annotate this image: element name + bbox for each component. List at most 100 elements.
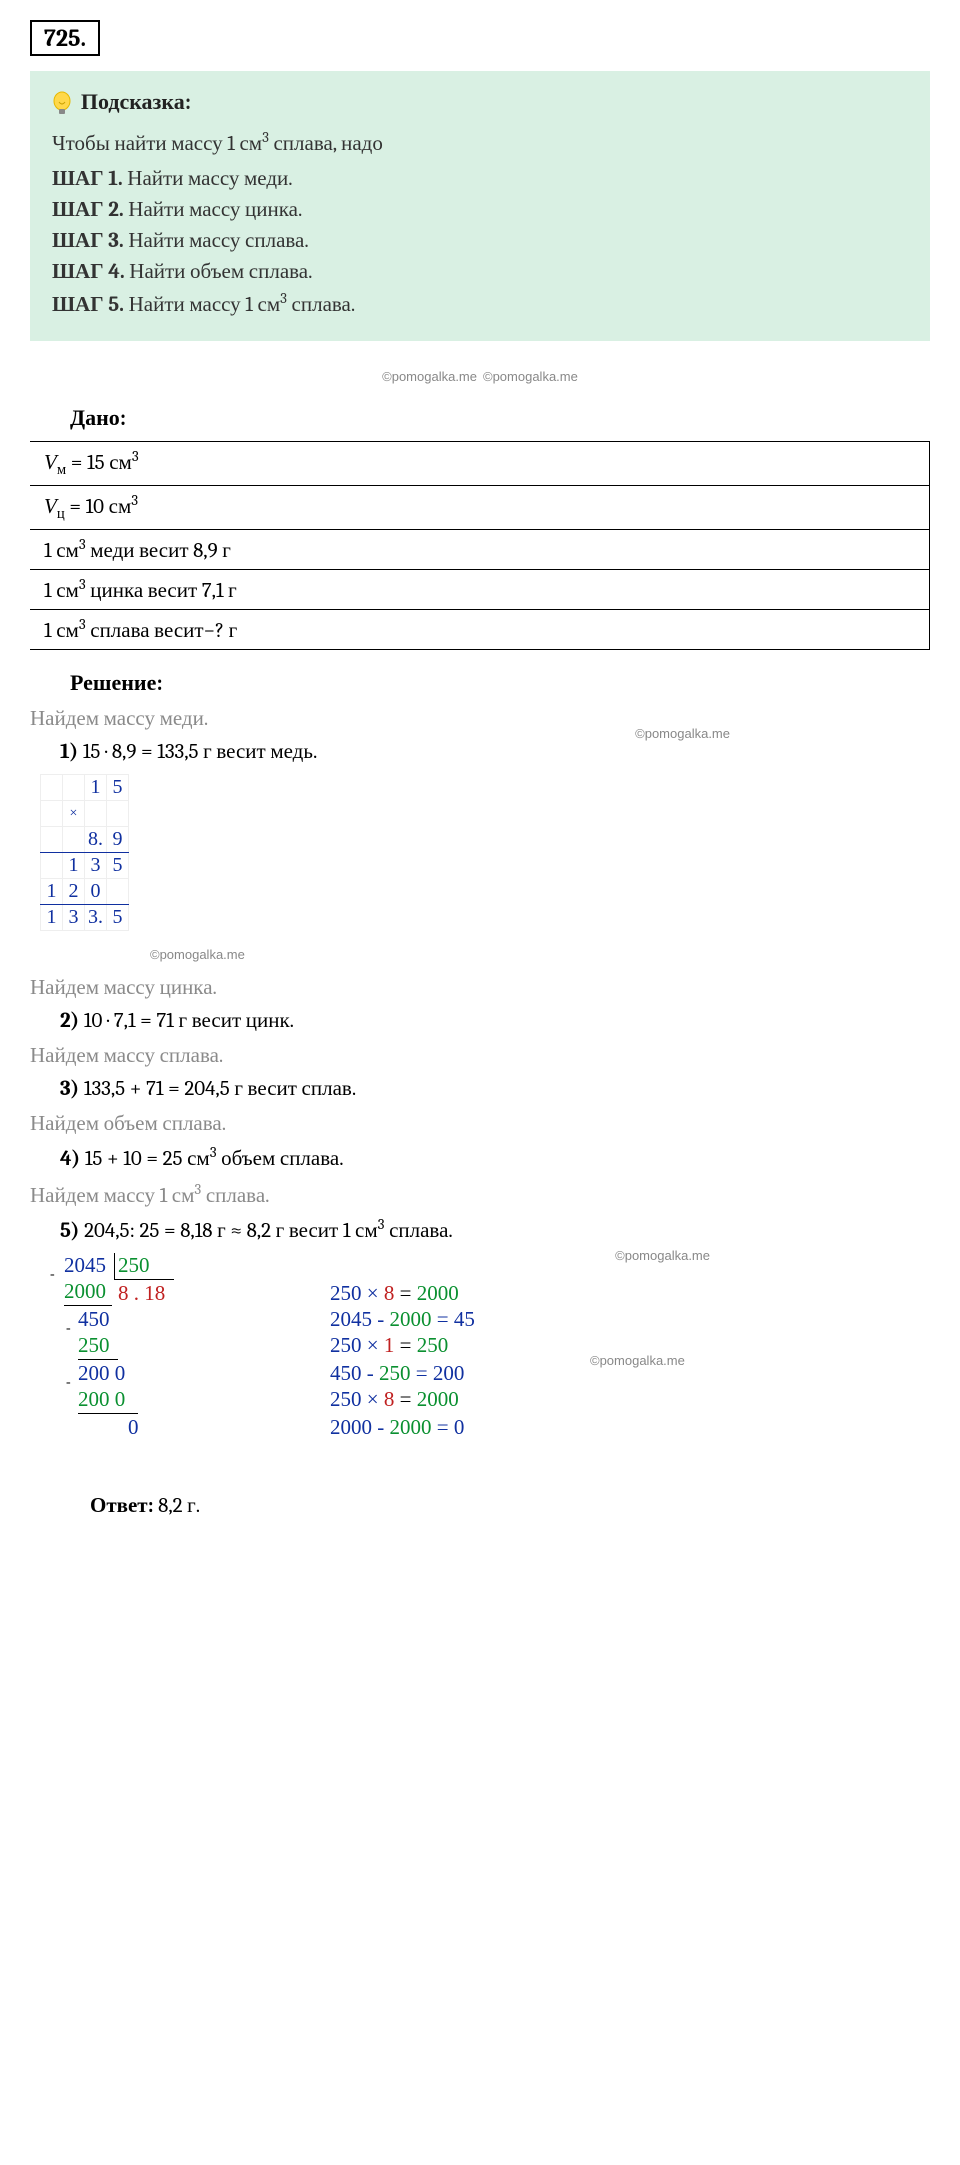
m1-empty-c (107, 801, 129, 827)
m1-r5c2: 3 (63, 905, 85, 931)
e5c: = (394, 1387, 416, 1411)
m1-r5c4: 5 (107, 905, 129, 931)
m1-r3c1 (41, 853, 63, 879)
m1-r4c2: 2 (63, 879, 85, 905)
expl-3: 250 × 1 = 250 (330, 1333, 448, 1358)
m1-r4c1: 1 (41, 879, 63, 905)
hint-step-3-text: Найти массу сплава. (124, 229, 309, 253)
div-hline-1 (64, 1305, 112, 1306)
step-4-num: 4) (60, 1147, 85, 1171)
given-eq-1: = 15 см (66, 451, 132, 475)
solution-title: Решение: (70, 670, 930, 696)
watermark-5: ©pomogalka.me (590, 1353, 685, 1368)
hint-intro-prefix: Чтобы найти массу 1 см (52, 132, 262, 156)
hint-step-5-suffix: сплава. (287, 293, 355, 317)
minus-icon-1: - (50, 1267, 55, 1283)
e6b: 2000 (390, 1415, 432, 1439)
q-part-2: 18 (144, 1281, 165, 1305)
note-3: Найдем массу сплава. (30, 1043, 930, 1068)
hint-step-4: ШАГ 4. Найти объем сплава. (52, 259, 908, 284)
hint-step-1-text: Найти массу меди. (123, 167, 293, 191)
e2c: = 45 (432, 1307, 475, 1331)
hint-intro: Чтобы найти массу 1 см3 сплава, надо (52, 129, 908, 156)
watermark-1a: ©pomogalka.me (382, 369, 477, 384)
hint-step-3-label: ШАГ 3. (52, 229, 124, 253)
expl-5: 250 × 8 = 2000 (330, 1387, 459, 1412)
step-5-suffix: сплава. (384, 1219, 452, 1243)
m1-r2c2 (63, 827, 85, 853)
expl-6: 2000 - 2000 = 0 (330, 1415, 464, 1440)
div-divisor: 250 (118, 1253, 150, 1278)
e3c: = (394, 1333, 416, 1357)
div-quotient: 8 . 18 (118, 1281, 165, 1306)
div-l1: 2000 (64, 1279, 106, 1304)
e6c: = 0 (432, 1415, 465, 1439)
div-vline (114, 1253, 115, 1279)
given-sub-1: м (57, 461, 66, 478)
note-1: Найдем массу меди. (30, 706, 930, 731)
step-3: 3) 133,5 + 71 = 204,5 г весит сплав. (60, 1076, 930, 1101)
m1-r4c3: 0 (85, 879, 107, 905)
hint-step-1: ШАГ 1. Найти массу меди. (52, 166, 908, 191)
m1-r1c3: 1 (85, 775, 107, 801)
step-5: 5) 204,5: 25 = 8,18 г ≈ 8,2 г весит 1 см… (60, 1216, 930, 1243)
hint-step-1-label: ШАГ 1. (52, 167, 123, 191)
given-row-5: 1 см3 сплава весит−? г (30, 609, 929, 649)
e4b: 250 (379, 1361, 411, 1385)
watermark-2: ©pomogalka.me (635, 726, 730, 741)
given-3-prefix: 1 см (44, 539, 79, 563)
hint-step-5-label: ШАГ 5. (52, 293, 124, 317)
e3d: 250 (417, 1333, 449, 1357)
m1-r3c3: 3 (85, 853, 107, 879)
hint-step-3: ШАГ 3. Найти массу сплава. (52, 228, 908, 253)
hint-title: Подсказка: (52, 89, 908, 117)
hint-intro-suffix: сплава, надо (269, 132, 383, 156)
note-5: Найдем массу 1 см3 сплава. (30, 1181, 930, 1208)
div-l5: 200 0 (78, 1387, 125, 1412)
given-eq-2: = 10 см (65, 495, 132, 519)
given-3-suffix: меди весит 8,9 г (86, 539, 231, 563)
minus-icon-3: - (66, 1375, 71, 1391)
m1-r1c1 (41, 775, 63, 801)
hint-box: Подсказка: Чтобы найти массу 1 см3 сплав… (30, 71, 930, 341)
step-1-num: 1) (60, 740, 83, 764)
given-row-3: 1 см3 меди весит 8,9 г (30, 529, 929, 569)
e3a: 250 × (330, 1333, 384, 1357)
div-hline-divisor (114, 1279, 174, 1280)
m1-r4c4 (107, 879, 129, 905)
lightbulb-icon (52, 91, 72, 117)
e5b: 8 (384, 1387, 395, 1411)
answer-text: 8,2 г. (158, 1494, 200, 1518)
multiplication-work-1: 1 5 × 8. 9 1 3 5 1 2 0 1 3 3. 5 (40, 774, 129, 931)
watermark-row-1: ©pomogalka.me©pomogalka.me (30, 361, 930, 387)
e4a: 450 - (330, 1361, 379, 1385)
hint-step-5-prefix: Найти массу 1 см (124, 293, 280, 317)
given-row-1: Vм = 15 см3 (30, 442, 929, 485)
m1-empty-b (85, 801, 107, 827)
step-2-num: 2) (60, 1009, 84, 1033)
q-part-1: . (134, 1281, 139, 1305)
long-division-work: 2045 - 2000 450 - 250 200 0 - 200 0 0 25… (50, 1253, 930, 1483)
step-5-prefix: 204,5: 25 = 8,18 г ≈ 8,2 г весит 1 см (84, 1219, 378, 1243)
given-var-1: V (44, 450, 57, 474)
m1-r1c2 (63, 775, 85, 801)
given-3-sup: 3 (79, 536, 86, 553)
e2b: 2000 (390, 1307, 432, 1331)
hint-step-2-label: ШАГ 2. (52, 198, 124, 222)
m1-r5c3: 3. (85, 905, 107, 931)
div-l4: 200 0 (78, 1361, 125, 1386)
e5a: 250 × (330, 1387, 384, 1411)
m1-r3c4: 5 (107, 853, 129, 879)
given-sup-1: 3 (132, 448, 139, 465)
hint-step-5-sup: 3 (280, 290, 287, 307)
expl-2: 2045 - 2000 = 45 (330, 1307, 475, 1332)
step-1: 1) 15 · 8,9 = 133,5 г весит медь. (60, 739, 930, 764)
e1b: 8 (384, 1281, 395, 1305)
div-hline-2 (78, 1359, 118, 1360)
given-5-suffix: сплава весит−? г (86, 619, 238, 643)
e4c: = 200 (411, 1361, 465, 1385)
step-4: 4) 15 + 10 = 25 см3 объем сплава. (60, 1144, 930, 1171)
hint-step-5: ШАГ 5. Найти массу 1 см3 сплава. (52, 290, 908, 317)
watermark-3: ©pomogalka.me (150, 947, 245, 962)
e1c: = (394, 1281, 416, 1305)
